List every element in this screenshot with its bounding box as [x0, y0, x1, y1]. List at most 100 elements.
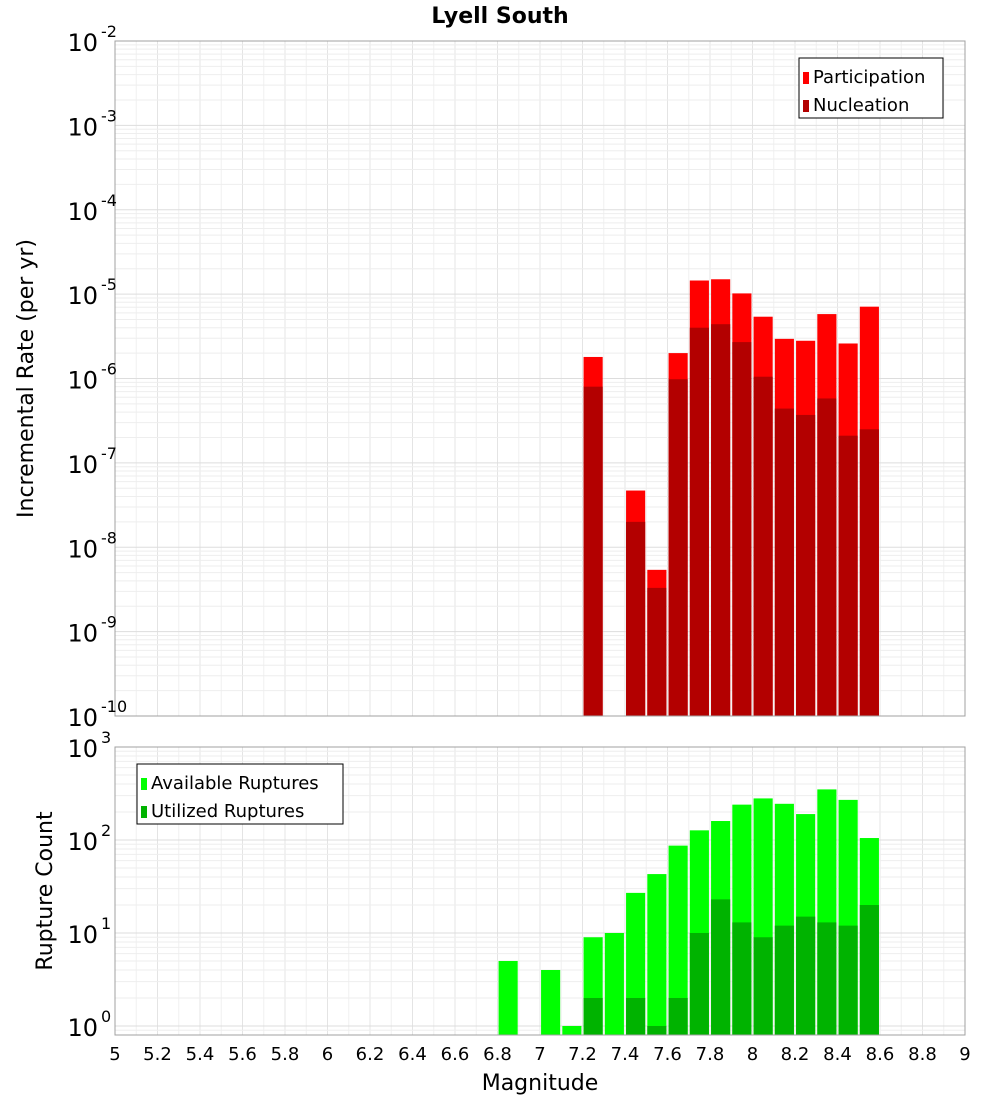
bar — [498, 960, 518, 1035]
y-tick-label: 10 0 — [67, 1007, 111, 1042]
legend-box — [136, 763, 344, 825]
x-tick-label: 5.6 — [228, 1044, 257, 1065]
y-tick-base: 10 — [67, 367, 98, 395]
x-tick-label: 6.6 — [441, 1044, 470, 1065]
y-tick-label: 10 -5 — [67, 275, 117, 310]
bar — [647, 1025, 667, 1035]
y-tick-label: 10 -3 — [67, 106, 117, 141]
y-tick-label: 10 3 — [67, 728, 111, 763]
legend-swatch — [803, 72, 809, 84]
y-tick-label: 10 -10 — [67, 697, 127, 732]
y-tick-exponent: -3 — [101, 106, 117, 125]
legend-label: Utilized Ruptures — [151, 801, 304, 822]
y-tick-label: 10 1 — [67, 914, 111, 949]
y-tick-label: 10 -4 — [67, 191, 117, 226]
bar — [838, 435, 858, 716]
x-tick-label: 7.6 — [653, 1044, 682, 1065]
bar — [668, 997, 688, 1035]
legend-label: Nucleation — [813, 95, 909, 116]
y-tick-base: 10 — [67, 113, 98, 141]
x-tick-label: 6 — [322, 1044, 333, 1065]
y-tick-base: 10 — [67, 704, 98, 732]
legend-swatch — [141, 778, 147, 790]
x-tick-label: 7 — [534, 1044, 545, 1065]
y-tick-exponent: 2 — [101, 821, 111, 840]
legend: Participation Nucleation — [798, 57, 944, 119]
y-tick-exponent: 0 — [101, 1007, 111, 1026]
x-tick-label: 8.4 — [823, 1044, 852, 1065]
bar — [626, 521, 646, 716]
bar — [689, 327, 709, 716]
y-tick-base: 10 — [67, 535, 98, 563]
y-tick-label: 10 -6 — [67, 360, 117, 395]
bar — [838, 925, 858, 1035]
x-tick-label: 5.4 — [186, 1044, 215, 1065]
y-tick-exponent: -2 — [101, 22, 117, 41]
bar — [859, 429, 879, 716]
bar — [732, 922, 752, 1035]
x-tick-labels: 5 5.2 5.4 5.6 5.8 6 6.2 6.4 6.6 6.8 7 7.2 7.4 7.6 7.8 8… — [109, 1044, 970, 1065]
y-tick-exponent: 1 — [101, 914, 111, 933]
x-tick-label: 6.4 — [398, 1044, 427, 1065]
x-tick-label: 7.2 — [568, 1044, 597, 1065]
series-utilized-ruptures — [583, 899, 879, 1035]
x-tick-label: 6.2 — [356, 1044, 385, 1065]
y-tick-base: 10 — [67, 828, 98, 856]
x-tick-label: 8 — [747, 1044, 758, 1065]
bar — [753, 376, 773, 716]
y-tick-base: 10 — [67, 735, 98, 763]
bar — [732, 342, 752, 716]
y-tick-exponent: -7 — [101, 444, 117, 463]
y-tick-exponent: -4 — [101, 191, 117, 210]
x-tick-label: 5 — [109, 1044, 120, 1065]
bar — [711, 899, 731, 1035]
bar — [817, 398, 837, 716]
y-tick-exponent: -6 — [101, 360, 117, 379]
legend-entry: Utilized Ruptures — [141, 801, 304, 822]
y-axis-label: Incremental Rate (per yr) — [14, 239, 39, 518]
y-tick-base: 10 — [67, 29, 98, 57]
legend-swatch — [141, 806, 147, 818]
plot-border — [114, 746, 966, 1036]
plot-border — [114, 40, 966, 717]
bar — [859, 904, 879, 1035]
bar — [583, 386, 603, 716]
bar — [647, 587, 667, 716]
x-tick-label: 8.8 — [908, 1044, 937, 1065]
bar — [796, 414, 816, 716]
y-tick-label: 10 -8 — [67, 528, 117, 563]
bar — [668, 379, 688, 716]
bar — [753, 937, 773, 1035]
x-tick-label: 9 — [959, 1044, 970, 1065]
bar — [711, 324, 731, 716]
y-tick-exponent: -9 — [101, 613, 117, 632]
bar — [647, 874, 667, 1035]
x-tick-label: 7.4 — [611, 1044, 640, 1065]
y-tick-label: 10 2 — [67, 821, 111, 856]
x-tick-label: 8.6 — [866, 1044, 895, 1065]
legend-swatch — [803, 100, 809, 112]
legend-box — [798, 57, 944, 119]
y-tick-exponent: -5 — [101, 275, 117, 294]
y-tick-label: 10 -9 — [67, 613, 117, 648]
legend-entry: Available Ruptures — [141, 773, 319, 794]
series-nucleation — [583, 324, 879, 716]
legend-entry: Nucleation — [803, 95, 909, 116]
x-axis-label: Magnitude — [482, 1071, 599, 1096]
y-tick-exponent: 3 — [101, 728, 111, 747]
grid-lines — [114, 40, 966, 717]
y-tick-exponent: -8 — [101, 528, 117, 547]
bar — [626, 997, 646, 1035]
legend: Available Ruptures Utilized Ruptures — [136, 763, 344, 825]
bar — [541, 969, 561, 1035]
bar — [668, 845, 688, 1035]
x-tick-label: 5.8 — [271, 1044, 300, 1065]
y-tick-label: 10 -7 — [67, 444, 117, 479]
y-tick-label: 10 -2 — [67, 22, 117, 57]
x-tick-label: 8.2 — [781, 1044, 810, 1065]
bar — [583, 997, 603, 1035]
y-axis-label: Rupture Count — [33, 811, 58, 971]
